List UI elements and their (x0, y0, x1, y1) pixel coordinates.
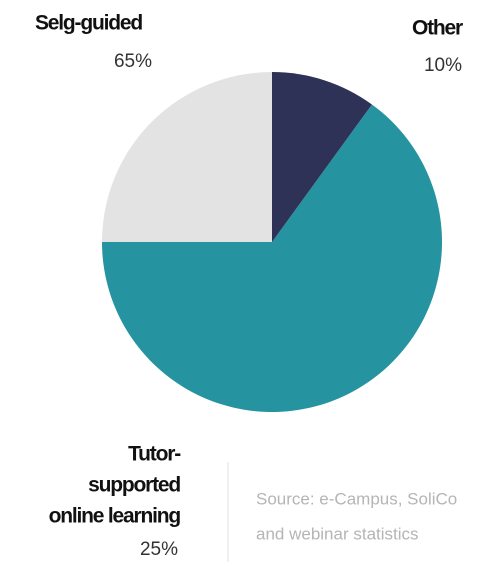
pie-slice (272, 72, 372, 242)
slice-label: Tutor- (128, 443, 181, 466)
pie-slice (102, 104, 443, 413)
value-label: 25% (140, 539, 178, 560)
value-label: 10% (424, 55, 462, 76)
slice-label: Selg-guided (35, 12, 142, 35)
slice-label: Other (412, 17, 463, 40)
source-line: Source: e-Campus, SoliCo (256, 489, 457, 508)
pie-slice (102, 72, 272, 242)
slice-label: supported (88, 474, 180, 497)
value-label: 65% (114, 51, 152, 72)
slice-label: online learning (49, 505, 181, 528)
source-line: and webinar statistics (256, 524, 419, 543)
